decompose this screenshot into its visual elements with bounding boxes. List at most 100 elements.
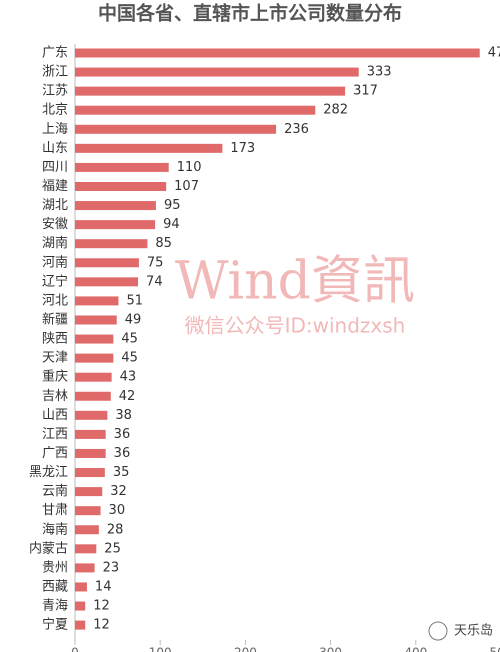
value-label: 23 bbox=[103, 560, 120, 575]
bar bbox=[75, 296, 119, 306]
value-label: 25 bbox=[104, 541, 121, 556]
y-tick-label: 贵州 bbox=[42, 560, 68, 575]
y-tick-label: 上海 bbox=[42, 122, 68, 137]
y-tick-label: 安徽 bbox=[42, 217, 68, 232]
value-label: 28 bbox=[107, 522, 124, 537]
brand-icon bbox=[428, 621, 448, 641]
value-label: 85 bbox=[155, 236, 172, 251]
value-label: 36 bbox=[114, 427, 131, 442]
y-tick-label: 新疆 bbox=[42, 311, 68, 327]
value-label: 173 bbox=[230, 141, 255, 156]
y-tick-label: 甘肃 bbox=[42, 503, 68, 518]
value-label: 36 bbox=[114, 446, 131, 461]
value-label: 12 bbox=[93, 599, 110, 614]
value-label: 35 bbox=[113, 465, 130, 480]
bar bbox=[75, 105, 316, 115]
bar bbox=[75, 239, 148, 249]
value-label: 32 bbox=[110, 484, 127, 499]
y-tick-label: 海南 bbox=[42, 521, 68, 537]
y-tick-label: 重庆 bbox=[42, 369, 68, 385]
bar bbox=[75, 487, 103, 497]
y-tick-label: 广西 bbox=[42, 446, 68, 461]
y-tick-label: 辽宁 bbox=[42, 273, 68, 289]
bar bbox=[75, 353, 114, 363]
watermark-title: Wind資訊 bbox=[175, 252, 415, 312]
y-tick-label: 山西 bbox=[42, 408, 68, 423]
value-label: 333 bbox=[367, 65, 392, 80]
value-label: 95 bbox=[164, 198, 181, 213]
value-label: 110 bbox=[177, 160, 202, 175]
bar bbox=[75, 220, 156, 230]
brand: 天乐岛 bbox=[454, 623, 493, 639]
bar bbox=[75, 391, 111, 401]
bar bbox=[75, 162, 169, 172]
value-label: 282 bbox=[323, 103, 348, 118]
bar bbox=[75, 544, 97, 554]
value-label: 75 bbox=[147, 255, 164, 270]
bar bbox=[75, 429, 106, 439]
bar bbox=[75, 67, 359, 77]
y-tick-label: 山东 bbox=[42, 141, 68, 156]
value-label: 42 bbox=[119, 389, 136, 404]
bar bbox=[75, 372, 112, 382]
y-tick-label: 福建 bbox=[42, 179, 68, 194]
y-tick-label: 北京 bbox=[42, 103, 68, 118]
value-label: 45 bbox=[121, 351, 138, 366]
y-tick-label: 吉林 bbox=[42, 389, 68, 404]
value-label: 107 bbox=[174, 179, 199, 194]
y-tick-label: 内蒙古 bbox=[29, 540, 68, 556]
bar bbox=[75, 315, 117, 325]
x-tick-label: 100 bbox=[149, 646, 172, 652]
chart-title: 中国各省、直辖市上市公司数量分布 bbox=[98, 2, 402, 25]
bar bbox=[75, 468, 105, 478]
bar bbox=[75, 563, 95, 573]
bar bbox=[75, 525, 99, 535]
y-tick-label: 河南 bbox=[42, 254, 68, 270]
value-label: 236 bbox=[284, 122, 309, 137]
value-label: 94 bbox=[163, 217, 180, 232]
y-tick-label: 西藏 bbox=[42, 579, 68, 594]
bar bbox=[75, 582, 87, 592]
x-tick-label: 400 bbox=[404, 646, 427, 652]
y-tick-label: 广东 bbox=[42, 46, 68, 61]
y-tick-label: 天津 bbox=[42, 351, 68, 366]
bar bbox=[75, 601, 86, 611]
bar bbox=[75, 277, 139, 287]
value-label: 49 bbox=[125, 312, 142, 327]
y-tick-label: 四川 bbox=[42, 160, 68, 175]
y-tick-label: 黑龙江 bbox=[29, 465, 68, 480]
x-tick-label: 300 bbox=[319, 646, 342, 652]
y-tick-label: 青海 bbox=[42, 599, 68, 614]
y-tick-label: 湖南 bbox=[42, 235, 68, 251]
bar bbox=[75, 258, 139, 268]
value-label: 14 bbox=[95, 579, 112, 594]
y-tick-label: 宁夏 bbox=[42, 617, 68, 633]
y-tick-label: 陕西 bbox=[42, 332, 68, 347]
bar bbox=[75, 410, 108, 420]
x-tick-label: 200 bbox=[234, 646, 257, 652]
x-tick-label: 0 bbox=[71, 646, 79, 652]
bar bbox=[75, 620, 86, 630]
bar bbox=[75, 448, 106, 458]
value-label: 30 bbox=[109, 503, 126, 518]
value-label: 45 bbox=[121, 332, 138, 347]
value-label: 43 bbox=[120, 370, 137, 385]
value-label: 51 bbox=[126, 293, 143, 308]
value-label: 12 bbox=[93, 618, 110, 633]
y-tick-label: 湖北 bbox=[42, 198, 68, 213]
bar bbox=[75, 86, 346, 96]
y-tick-label: 浙江 bbox=[42, 65, 68, 80]
bar bbox=[75, 506, 101, 516]
bar bbox=[75, 124, 277, 134]
value-label: 475 bbox=[488, 46, 500, 61]
value-label: 38 bbox=[115, 408, 132, 423]
y-tick-label: 云南 bbox=[42, 483, 68, 499]
bar bbox=[75, 334, 114, 344]
value-label: 317 bbox=[353, 84, 378, 99]
y-tick-label: 江苏 bbox=[42, 83, 68, 99]
y-tick-label: 河北 bbox=[42, 293, 68, 308]
bar bbox=[75, 201, 156, 211]
bar bbox=[75, 181, 167, 191]
